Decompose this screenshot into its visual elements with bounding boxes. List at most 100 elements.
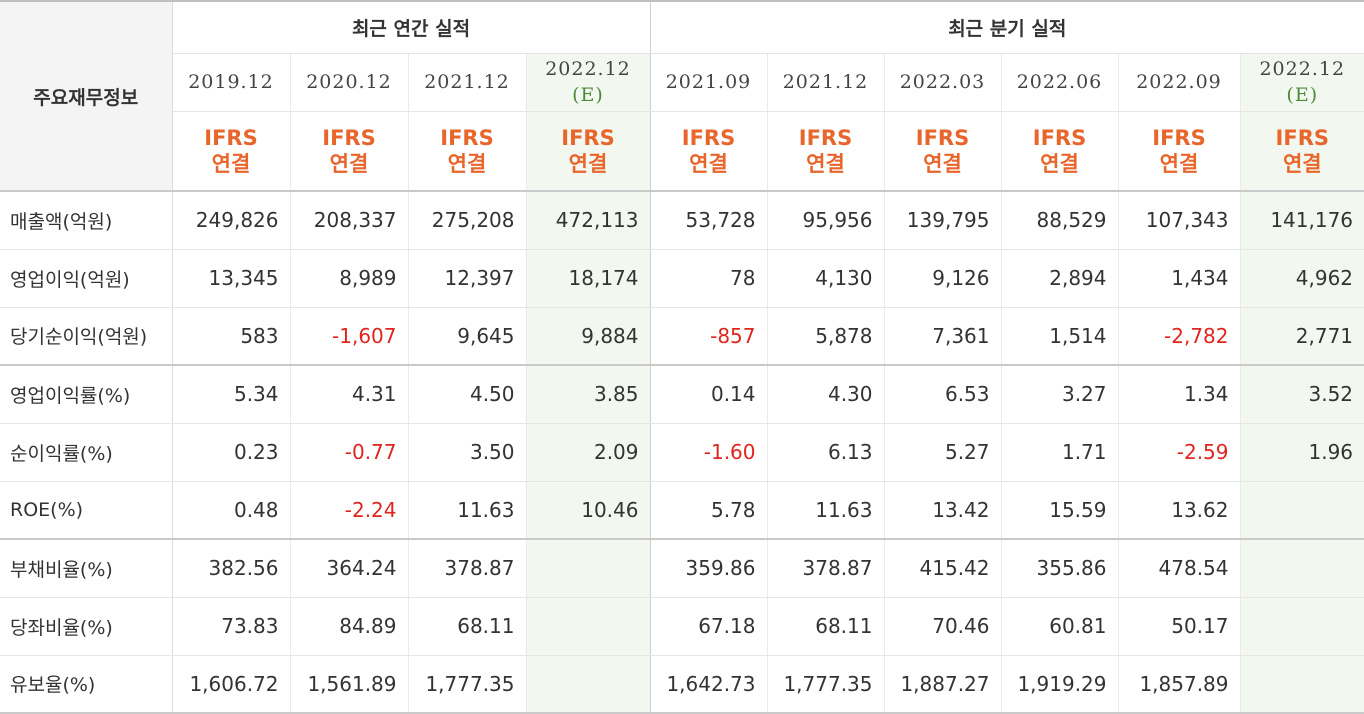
table-cell: 378.87 (407, 539, 526, 598)
table-cell: 0.14 (649, 365, 767, 424)
table-cell: 1,561.89 (289, 655, 408, 714)
ifrs-consolidated-label: IFRS 연결 (766, 111, 884, 192)
ifrs-consolidated-label: IFRS 연결 (1117, 111, 1240, 192)
period-date: 2022.06 (1016, 71, 1103, 93)
table-cell: 478.54 (1117, 539, 1240, 598)
table-cell: 275,208 (407, 191, 526, 250)
table-cell: 5,878 (766, 307, 884, 366)
table-cell: 355.86 (1000, 539, 1118, 598)
ifrs-text: IFRS (1152, 125, 1206, 150)
table-cell: 1,606.72 (171, 655, 290, 714)
table-cell (525, 539, 650, 598)
table-cell: 141,176 (1239, 191, 1364, 250)
period-header: 2020.12 (289, 53, 408, 112)
estimate-marker: (E) (572, 84, 604, 106)
table-cell: 9,126 (883, 249, 1001, 308)
table-cell: -2,782 (1117, 307, 1240, 366)
table-cell: 1.96 (1239, 423, 1364, 482)
table-cell: 359.86 (649, 539, 767, 598)
period-header: 2021.12 (766, 53, 884, 112)
ifrs-consolidated-label: IFRS 연결 (649, 111, 767, 192)
table-cell: 13.62 (1117, 481, 1240, 540)
table-cell: 249,826 (171, 191, 290, 250)
period-header: 2022.09 (1117, 53, 1240, 112)
table-cell: 50.17 (1117, 597, 1240, 656)
table-cell: 4.30 (766, 365, 884, 424)
table-cell: 3.85 (525, 365, 650, 424)
table-cell: 3.50 (407, 423, 526, 482)
row-label: 부채비율(%) (0, 539, 173, 598)
table-cell: 1,777.35 (766, 655, 884, 714)
table-cell: 1,514 (1000, 307, 1118, 366)
ifrs-text: IFRS (915, 125, 970, 150)
period-header: 2021.09 (649, 53, 767, 112)
table-cell: 9,884 (525, 307, 650, 366)
consolidated-text: 연결 (1159, 151, 1199, 176)
table-row: 영업이익(억원) 13,345 8,989 12,397 18,174 78 4,130 9,… (0, 249, 1364, 308)
row-label: 매출액(억원) (0, 191, 173, 250)
table-cell: 382.56 (171, 539, 290, 598)
consolidated-text: 연결 (923, 151, 962, 176)
table-cell: -1,607 (289, 307, 408, 366)
table-cell: 3.27 (1000, 365, 1118, 424)
table-cell (1239, 597, 1364, 656)
period-date: 2022.12 (1259, 58, 1346, 80)
table-cell: 5.27 (883, 423, 1001, 482)
table-cell: 2.09 (525, 423, 650, 482)
consolidated-text: 연결 (1040, 151, 1079, 176)
table-cell: 139,795 (883, 191, 1001, 250)
table-cell: -2.24 (289, 481, 408, 540)
table-cell: 107,343 (1117, 191, 1240, 250)
ifrs-consolidated-label: IFRS 연결 (883, 111, 1001, 192)
table-cell: 68.11 (766, 597, 884, 656)
row-label: 영업이익률(%) (0, 365, 173, 424)
consolidated-text: 연결 (568, 151, 608, 176)
table-row: 순이익률(%) 0.23 -0.77 3.50 2.09 -1.60 6.13 5.27 1.7… (0, 423, 1364, 482)
table-cell: -2.59 (1117, 423, 1240, 482)
period-date: 2022.12 (545, 58, 631, 80)
table-cell: 4.50 (407, 365, 526, 424)
ifrs-consolidated-label: IFRS 연결 (525, 111, 650, 192)
table-cell: 60.81 (1000, 597, 1118, 656)
quarter-group-header: 최근 분기 실적 (649, 0, 1364, 54)
row-label: 영업이익(억원) (0, 249, 173, 308)
table-cell: 1,919.29 (1000, 655, 1118, 714)
period-header: 2022.12 (E) (1239, 53, 1364, 112)
ifrs-consolidated-label: IFRS 연결 (407, 111, 526, 192)
ifrs-consolidated-label: IFRS 연결 (1239, 111, 1364, 192)
table-cell: 7,361 (883, 307, 1001, 366)
ifrs-text: IFRS (681, 125, 736, 150)
table-cell: -857 (649, 307, 767, 366)
ifrs-text: IFRS (1275, 125, 1329, 150)
table-cell: 18,174 (525, 249, 650, 308)
table-cell: 70.46 (883, 597, 1001, 656)
table-cell: 15.59 (1000, 481, 1118, 540)
period-date: 2019.12 (188, 71, 274, 93)
row-label: 당좌비율(%) (0, 597, 173, 656)
table-cell: 0.23 (171, 423, 290, 482)
table-cell: 4,130 (766, 249, 884, 308)
table-cell: 583 (171, 307, 290, 366)
period-date: 2020.12 (306, 71, 392, 93)
table-row: ROE(%) 0.48 -2.24 11.63 10.46 5.78 11.63 13.42 1… (0, 481, 1364, 540)
table-cell: 13.42 (883, 481, 1001, 540)
ifrs-text: IFRS (1032, 125, 1087, 150)
ifrs-text: IFRS (561, 125, 615, 150)
period-header: 2019.12 (171, 53, 290, 112)
consolidated-text: 연결 (211, 151, 251, 176)
table-cell (525, 655, 650, 714)
table-cell (1239, 655, 1364, 714)
table-cell: 472,113 (525, 191, 650, 250)
consolidated-text: 연결 (806, 151, 845, 176)
table-row: 당기순이익(억원) 583 -1,607 9,645 9,884 -857 5,878 7,3… (0, 307, 1364, 366)
ifrs-text: IFRS (440, 125, 494, 150)
period-date: 2021.12 (424, 71, 510, 93)
table-cell: 10.46 (525, 481, 650, 540)
table-cell: 4,962 (1239, 249, 1364, 308)
table-cell: 3.52 (1239, 365, 1364, 424)
row-label: 당기순이익(억원) (0, 307, 173, 366)
table-row: 영업이익률(%) 5.34 4.31 4.50 3.85 0.14 4.30 6.53 3.27… (0, 365, 1364, 424)
table-row: 유보율(%) 1,606.72 1,561.89 1,777.35 1,642.73 1,… (0, 655, 1364, 714)
table-cell: 67.18 (649, 597, 767, 656)
period-date: 2021.09 (665, 71, 752, 93)
